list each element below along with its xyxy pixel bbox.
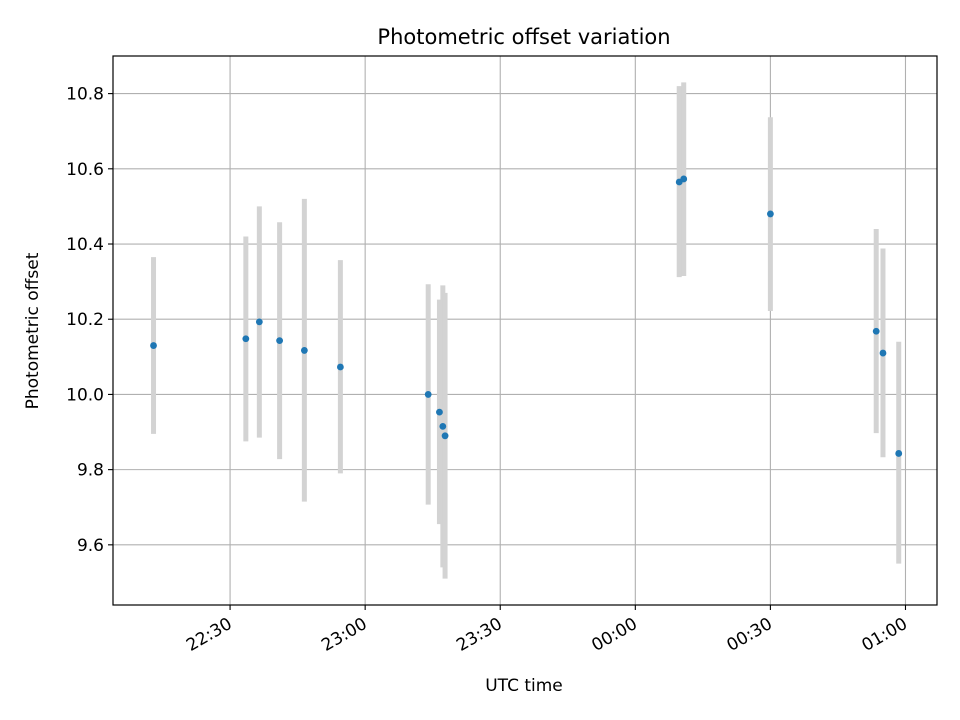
x-tick-label: 23:30 [453,614,505,656]
grid [113,56,937,605]
chart-title: Photometric offset variation [377,25,670,49]
data-point [766,210,774,218]
data-point [242,335,250,343]
data-points [150,175,903,457]
data-point [680,175,688,183]
y-tick-label: 9.6 [77,536,104,556]
data-point [276,337,284,345]
data-point [879,349,887,357]
data-point [872,327,880,335]
data-point [895,450,903,457]
y-tick-label: 10.0 [66,385,104,405]
plot-frame [112,55,938,606]
data-point [336,363,344,371]
y-tick-label: 10.4 [66,235,104,255]
data-point [441,432,449,440]
x-axis-label: UTC time [485,676,563,696]
data-point [150,342,157,349]
y-tick-label: 10.8 [66,85,104,105]
y-tick-label: 9.8 [77,461,104,481]
data-point [255,318,263,326]
data-point [436,408,443,416]
y-tick-label: 10.2 [66,310,104,330]
x-tick-label: 01:00 [859,614,911,656]
data-point [424,391,432,398]
y-axis-ticks: 9.6 9.8 10.0 10.2 10.4 10.6 10.8 [66,85,113,556]
y-tick-label: 10.6 [66,160,104,180]
x-tick-label: 22:30 [183,614,235,656]
x-tick-label: 00:30 [723,614,775,656]
y-axis-label: Photometric offset [23,252,43,409]
data-point [439,422,447,430]
x-tick-label: 00:00 [588,614,640,656]
x-axis-ticks: 22:30 23:00 23:30 00:00 00:30 01:00 [183,605,911,656]
data-point [300,347,308,354]
error-bars [151,82,902,579]
x-tick-label: 23:00 [318,614,370,656]
